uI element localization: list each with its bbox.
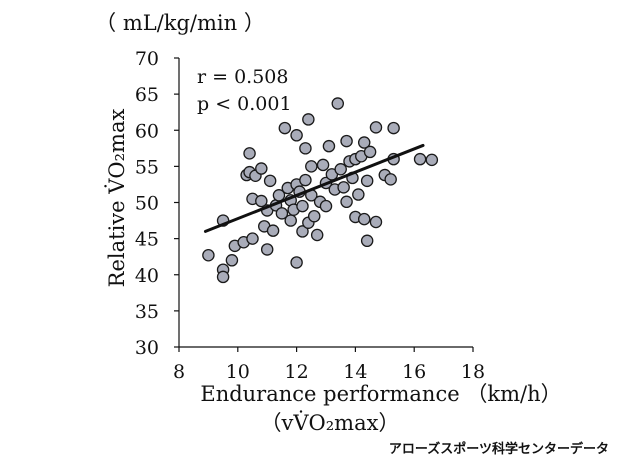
data-point	[305, 160, 318, 173]
data-point	[246, 232, 259, 245]
data-point	[255, 194, 268, 208]
x-tick-labels: 8 10 12 14 16 18	[173, 361, 485, 383]
data-point	[357, 212, 371, 226]
data-point	[243, 147, 256, 160]
x-tick-label: 10	[226, 361, 250, 383]
data-point	[340, 134, 353, 148]
data-point	[263, 174, 277, 188]
data-point	[202, 248, 215, 262]
data-point	[290, 129, 303, 142]
data-point	[369, 121, 383, 134]
y-tick-labels: 30 35 40 45 50 55 60 65 70	[135, 48, 159, 359]
y-tick-label: 45	[135, 229, 159, 251]
correlation-annotation: r = 0.508	[197, 66, 288, 88]
data-point	[316, 158, 330, 172]
credit-text: アローズスポーツ科学センターデータ	[389, 441, 609, 457]
data-point	[266, 224, 280, 237]
y-axis-label: Relative V̇O₂max	[105, 109, 129, 288]
data-point	[357, 136, 371, 149]
data-point	[307, 209, 321, 223]
data-point	[369, 215, 383, 229]
data-point	[255, 162, 268, 175]
x-axis-label: Endurance performance	[200, 382, 459, 406]
data-point	[360, 174, 374, 188]
data-point	[425, 153, 439, 167]
data-point	[260, 243, 274, 256]
data-point	[334, 163, 347, 176]
data-point	[216, 270, 230, 284]
data-point	[352, 188, 365, 201]
data-point	[296, 199, 309, 213]
x-tick-label: 14	[343, 361, 367, 383]
y-tick-label: 65	[135, 84, 159, 106]
data-point	[322, 139, 336, 153]
data-point	[331, 97, 345, 110]
x-tick-label: 12	[285, 361, 309, 383]
data-point	[310, 228, 324, 242]
y-tick-label: 30	[135, 337, 159, 359]
data-point	[278, 121, 292, 135]
data-point	[384, 173, 397, 186]
x-tick-label: 16	[402, 361, 426, 383]
data-point	[296, 225, 309, 238]
p-value-annotation: p < 0.001	[197, 93, 292, 115]
data-point	[299, 142, 312, 155]
data-points	[202, 97, 439, 284]
data-point	[360, 234, 374, 248]
data-point	[275, 207, 289, 220]
y-tick-label: 60	[135, 120, 159, 142]
x-axis-unit: （km/h）	[466, 382, 561, 406]
x-tick-label: 8	[173, 361, 185, 383]
data-point	[387, 121, 400, 135]
data-point	[302, 113, 315, 126]
data-point	[413, 152, 427, 166]
y-tick-label: 50	[135, 193, 159, 215]
data-point	[299, 173, 312, 187]
data-point	[290, 256, 303, 269]
y-axis-unit: （ mL/kg/min ）	[95, 11, 265, 35]
data-point	[225, 254, 239, 267]
axes	[174, 57, 474, 352]
x-tick-label: 18	[461, 361, 485, 383]
x-axis-sublabel: （vV̇O₂max）	[261, 411, 400, 435]
data-point	[284, 214, 297, 227]
data-point	[363, 145, 377, 159]
data-point	[337, 181, 350, 194]
y-tick-label: 40	[135, 265, 159, 287]
data-point	[319, 199, 333, 213]
y-tick-label: 35	[135, 301, 159, 323]
trend-line	[203, 143, 425, 233]
y-tick-label: 55	[135, 156, 159, 178]
y-tick-label: 70	[135, 48, 159, 70]
data-point	[340, 195, 353, 209]
